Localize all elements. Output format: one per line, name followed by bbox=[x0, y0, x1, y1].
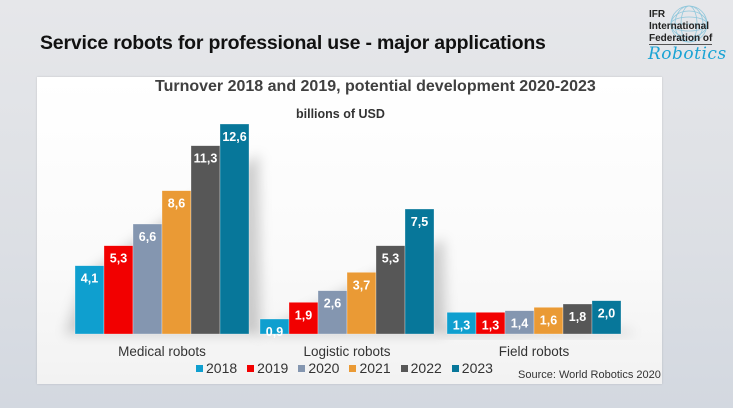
bar-2022-logistic-robots bbox=[375, 245, 406, 335]
category-label: Logistic robots bbox=[303, 344, 390, 359]
bar-2020-medical-robots bbox=[132, 223, 163, 335]
data-label: 0,9 bbox=[266, 325, 283, 339]
bar-2022-medical-robots bbox=[190, 145, 221, 335]
legend-swatch bbox=[400, 364, 408, 372]
legend-label: 2019 bbox=[257, 360, 289, 376]
bar-2021-medical-robots bbox=[161, 190, 192, 335]
legend-swatch bbox=[451, 364, 459, 372]
logo-line-1: IFR bbox=[649, 9, 666, 20]
legend-label: 2023 bbox=[461, 360, 493, 376]
legend-label: 2020 bbox=[308, 360, 340, 376]
data-label: 1,9 bbox=[295, 308, 312, 322]
category-label: Medical robots bbox=[118, 344, 206, 359]
data-label: 1,3 bbox=[453, 318, 470, 332]
data-label: 6,6 bbox=[139, 230, 156, 244]
data-label: 1,3 bbox=[482, 318, 499, 332]
bar-2023-field-robots bbox=[591, 300, 622, 335]
chart-title: Turnover 2018 and 2019, potential develo… bbox=[155, 78, 596, 95]
legend-item-2021: 2021 bbox=[349, 360, 391, 376]
data-label: 2,0 bbox=[598, 307, 615, 321]
data-label: 2,6 bbox=[324, 297, 341, 311]
legend-swatch bbox=[196, 364, 203, 372]
logo-line-4: Robotics bbox=[648, 44, 727, 64]
bar-2021-logistic-robots bbox=[346, 272, 377, 335]
data-label: 1,4 bbox=[511, 317, 528, 331]
legend-swatch bbox=[298, 364, 306, 372]
bar-2023-medical-robots bbox=[219, 123, 250, 335]
data-label: 1,6 bbox=[540, 313, 557, 327]
data-label: 1,8 bbox=[569, 310, 586, 324]
category-label: Field robots bbox=[499, 344, 570, 359]
globe-icon bbox=[670, 5, 708, 43]
legend-item-2019: 2019 bbox=[247, 360, 288, 376]
legend-item-2020: 2020 bbox=[298, 360, 339, 376]
chart-subtitle: billions of USD bbox=[296, 107, 385, 121]
bar-2018-medical-robots bbox=[74, 265, 105, 335]
legend-item-2022: 2022 bbox=[400, 360, 442, 376]
bar-2019-medical-robots bbox=[103, 245, 134, 335]
data-label: 7,5 bbox=[411, 215, 428, 229]
legend-item-2018: 2018 bbox=[196, 360, 237, 376]
slide-title: Service robots for professional use - ma… bbox=[40, 32, 546, 54]
legend-swatch bbox=[247, 364, 255, 372]
data-label: 3,7 bbox=[353, 278, 370, 292]
data-label: 8,6 bbox=[168, 197, 185, 211]
legend-label: 2021 bbox=[359, 360, 391, 376]
bar-2023-logistic-robots bbox=[404, 208, 435, 335]
bar-2021-field-robots bbox=[533, 307, 564, 335]
legend-item-2023: 2023 bbox=[451, 360, 493, 376]
source-note: Source: World Robotics 2020 bbox=[518, 369, 661, 381]
data-label: 12,6 bbox=[222, 130, 246, 144]
bar-2020-logistic-robots bbox=[317, 290, 348, 335]
legend-swatch bbox=[349, 364, 357, 372]
bar-2019-logistic-robots bbox=[288, 302, 319, 335]
data-label: 5,3 bbox=[382, 252, 399, 266]
bar-2022-field-robots bbox=[562, 303, 593, 335]
ifr-logo: IFR International Federation of Robotics bbox=[641, 4, 733, 66]
data-label: 11,3 bbox=[194, 152, 218, 166]
chart-legend: 2018 2019 2020 2021 2022 2023 bbox=[196, 360, 493, 376]
logo-line-2: International bbox=[649, 21, 710, 32]
data-label: 4,1 bbox=[81, 272, 98, 286]
legend-label: 2018 bbox=[206, 360, 238, 376]
logo-line-3: Federation of bbox=[649, 33, 713, 45]
data-label: 5,3 bbox=[110, 252, 127, 266]
legend-label: 2022 bbox=[410, 360, 442, 376]
